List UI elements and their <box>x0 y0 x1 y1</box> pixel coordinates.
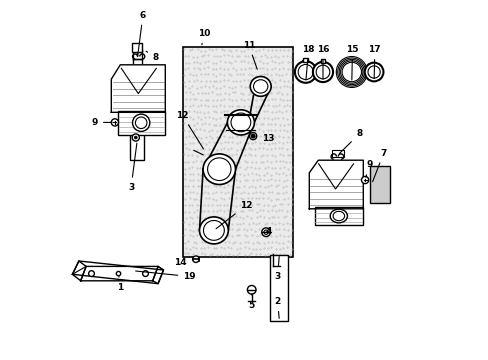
Polygon shape <box>111 65 165 112</box>
Text: 1: 1 <box>117 276 123 292</box>
Text: 13: 13 <box>255 134 274 143</box>
Text: 4: 4 <box>265 227 271 236</box>
Text: 8: 8 <box>146 51 159 62</box>
Text: 7: 7 <box>372 149 386 182</box>
Ellipse shape <box>332 211 344 221</box>
Text: 9: 9 <box>91 118 112 127</box>
Ellipse shape <box>230 113 250 132</box>
Polygon shape <box>152 266 163 284</box>
Text: 17: 17 <box>368 45 380 78</box>
Text: 14: 14 <box>174 258 193 267</box>
Circle shape <box>316 65 329 79</box>
Circle shape <box>88 271 94 276</box>
Text: 12: 12 <box>176 111 203 149</box>
Polygon shape <box>72 261 86 281</box>
Ellipse shape <box>132 114 149 131</box>
Circle shape <box>111 119 118 126</box>
Circle shape <box>367 66 380 78</box>
Text: 12: 12 <box>216 201 252 229</box>
Circle shape <box>132 134 139 141</box>
Text: 2: 2 <box>274 297 280 318</box>
Text: 5: 5 <box>247 294 254 310</box>
Circle shape <box>116 271 121 276</box>
Bar <box>303 58 307 62</box>
Text: 19: 19 <box>135 271 196 281</box>
Bar <box>314 207 362 225</box>
Text: 18: 18 <box>302 45 314 80</box>
Text: 3: 3 <box>274 257 280 281</box>
Circle shape <box>192 256 199 262</box>
Text: 16: 16 <box>316 45 328 79</box>
Bar <box>320 59 325 63</box>
Circle shape <box>247 285 256 294</box>
Ellipse shape <box>207 158 230 181</box>
Polygon shape <box>81 266 158 281</box>
Ellipse shape <box>227 110 254 135</box>
Ellipse shape <box>250 77 270 96</box>
Circle shape <box>342 62 361 82</box>
Circle shape <box>298 64 313 80</box>
Ellipse shape <box>203 154 235 185</box>
Circle shape <box>294 61 316 83</box>
Circle shape <box>142 271 148 276</box>
Bar <box>130 104 144 160</box>
Circle shape <box>251 134 254 138</box>
Bar <box>270 255 288 321</box>
Circle shape <box>364 63 383 81</box>
Circle shape <box>361 176 368 184</box>
Text: 8: 8 <box>339 130 362 154</box>
Circle shape <box>264 230 268 234</box>
Text: 6: 6 <box>137 11 146 57</box>
Bar <box>183 47 292 257</box>
Bar <box>370 166 389 203</box>
Ellipse shape <box>199 217 228 244</box>
Text: 9: 9 <box>365 161 372 177</box>
Ellipse shape <box>253 80 267 93</box>
Circle shape <box>261 228 270 237</box>
Ellipse shape <box>329 209 347 223</box>
Bar <box>331 150 344 157</box>
Text: 15: 15 <box>346 45 358 80</box>
Polygon shape <box>72 261 163 284</box>
Circle shape <box>249 132 256 140</box>
Bar <box>133 59 142 86</box>
Text: 3: 3 <box>128 143 137 192</box>
Ellipse shape <box>203 220 224 240</box>
Text: 11: 11 <box>242 41 257 69</box>
Text: 10: 10 <box>198 29 210 45</box>
Bar <box>118 111 164 135</box>
Bar <box>132 43 142 52</box>
Circle shape <box>134 136 137 139</box>
Polygon shape <box>309 160 363 209</box>
Ellipse shape <box>135 117 146 129</box>
Circle shape <box>312 62 332 82</box>
